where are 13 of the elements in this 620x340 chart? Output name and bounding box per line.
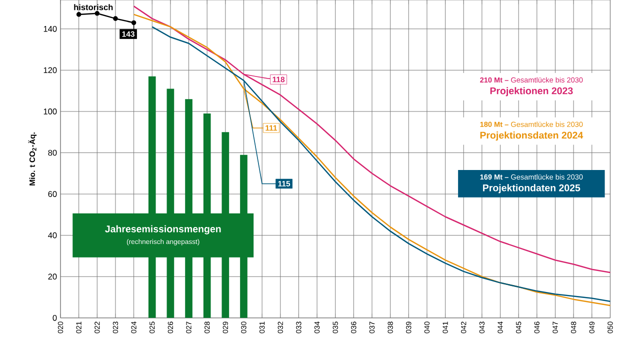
- y-tick-label: 60: [48, 190, 57, 197]
- y-tick-label: 140: [44, 26, 57, 32]
- series-label: Jahresemissionsmengen: [105, 225, 221, 234]
- y-tick-label: 120: [44, 67, 57, 73]
- y-tick-label: 100: [44, 108, 57, 114]
- y-tick-label: 20: [48, 273, 57, 280]
- series-label: historisch: [74, 4, 113, 10]
- text: Projektionsdaten 2024: [480, 131, 584, 140]
- y-tick-label: 80: [48, 150, 57, 156]
- y-tick-label: 40: [48, 232, 57, 238]
- y-tick-label: 0: [52, 314, 57, 321]
- text: Projektionen 2023: [490, 86, 573, 96]
- text: Projektiondaten 2025: [483, 184, 580, 194]
